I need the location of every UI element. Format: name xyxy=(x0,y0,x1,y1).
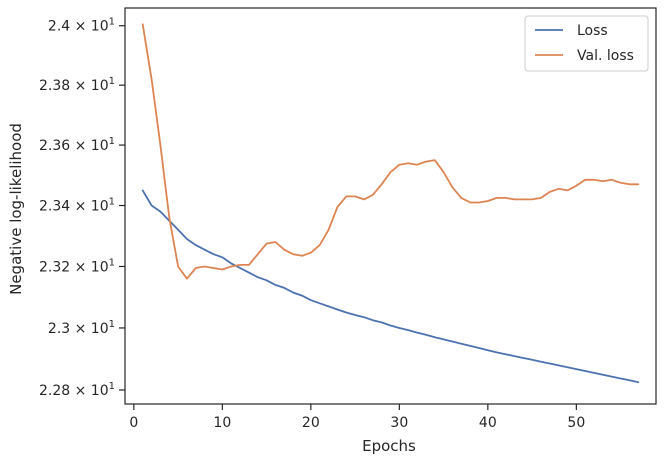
x-tick-label: 10 xyxy=(213,415,231,431)
y-axis-ticks: 2.28 × 101 2.3 × 101 2.32 × 101 2.34 × 101 2… xyxy=(39,17,125,399)
x-axis-label: Epochs xyxy=(362,437,416,455)
y-tick-label: 2.3 × 101 xyxy=(48,319,115,337)
legend-label-val-loss: Val. loss xyxy=(577,48,634,64)
y-tick-label: 2.38 × 101 xyxy=(39,76,115,94)
y-tick-label: 2.32 × 101 xyxy=(39,257,115,275)
series-layer xyxy=(141,23,640,384)
plot-frame xyxy=(124,7,657,405)
y-axis-label: Negative log-likelihood xyxy=(7,123,25,295)
y-tick-label: 2.4 × 101 xyxy=(48,17,115,35)
series-line-loss xyxy=(141,189,640,384)
legend-label-loss: Loss xyxy=(577,23,608,39)
y-tick-label: 2.36 × 101 xyxy=(39,136,115,154)
x-tick-label: 30 xyxy=(390,415,408,431)
y-tick-label: 2.34 × 101 xyxy=(39,197,115,215)
x-tick-label: 40 xyxy=(479,415,497,431)
x-tick-label: 0 xyxy=(129,415,138,431)
y-tick-label: 2.28 × 101 xyxy=(39,381,115,399)
x-tick-label: 20 xyxy=(302,415,320,431)
x-axis-ticks: 0 10 20 30 40 50 xyxy=(129,404,585,431)
series-line-val-loss xyxy=(141,23,640,280)
x-tick-label: 50 xyxy=(567,415,585,431)
legend: Loss Val. loss xyxy=(524,15,649,72)
